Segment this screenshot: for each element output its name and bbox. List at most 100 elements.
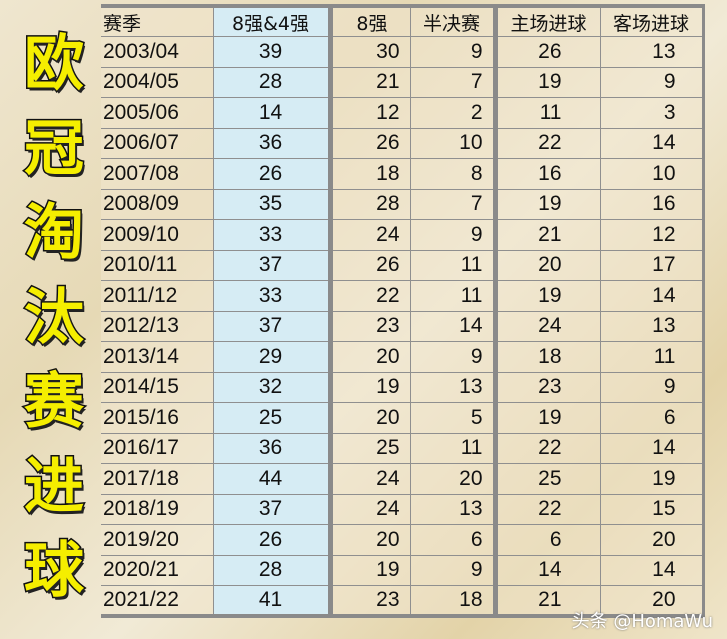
value-cell: 28 bbox=[330, 189, 411, 220]
season-cell: 2013/14 bbox=[101, 341, 214, 373]
value-cell: 7 bbox=[410, 189, 498, 220]
table-row: 2015/16 25 20 5 19 6 bbox=[101, 402, 704, 434]
goals-table: 赛季 8强&4强 8强 半决赛 主场进球 客场进球 2003/04 39 30 9 26 13 200… bbox=[101, 4, 705, 618]
season-cell: 2004/05 bbox=[101, 67, 214, 98]
value-cell: 21 bbox=[495, 585, 601, 617]
title-char: 欧 bbox=[23, 28, 86, 101]
value-cell: 23 bbox=[330, 585, 411, 617]
value-cell: 19 bbox=[495, 402, 601, 434]
title-char: 淘 bbox=[23, 197, 86, 270]
table-row: 2020/21 28 19 9 14 14 bbox=[101, 555, 704, 586]
table-row: 2012/13 37 23 14 24 13 bbox=[101, 311, 704, 342]
value-cell: 20 bbox=[330, 524, 411, 556]
value-cell: 19 bbox=[330, 555, 411, 586]
title-char: 汰 bbox=[23, 281, 86, 354]
value-cell: 6 bbox=[495, 524, 601, 556]
season-cell: 2012/13 bbox=[101, 311, 214, 342]
season-cell: 2011/12 bbox=[101, 280, 214, 312]
column-header: 8强 bbox=[330, 4, 411, 37]
value-cell: 9 bbox=[410, 341, 498, 373]
value-cell: 26 bbox=[330, 250, 411, 281]
season-cell: 2019/20 bbox=[101, 524, 214, 556]
table-row: 2005/06 14 12 2 11 3 bbox=[101, 97, 704, 129]
column-header: 赛季 bbox=[101, 4, 214, 37]
value-cell: 9 bbox=[600, 67, 704, 98]
table-row: 2004/05 28 21 7 19 9 bbox=[101, 67, 704, 98]
value-cell: 15 bbox=[600, 494, 704, 525]
value-cell: 36 bbox=[213, 128, 333, 159]
value-cell: 35 bbox=[213, 189, 333, 220]
season-cell: 2003/04 bbox=[101, 36, 214, 68]
table-row: 2013/14 29 20 9 18 11 bbox=[101, 341, 704, 373]
column-header: 半决赛 bbox=[410, 4, 498, 37]
value-cell: 12 bbox=[600, 219, 704, 251]
title-char: 赛 bbox=[23, 366, 86, 439]
value-cell: 22 bbox=[495, 494, 601, 525]
value-cell: 14 bbox=[495, 555, 601, 586]
watermark: 头条 @HomaWu bbox=[571, 611, 713, 632]
value-cell: 20 bbox=[330, 341, 411, 373]
value-cell: 18 bbox=[410, 585, 498, 617]
value-cell: 23 bbox=[495, 372, 601, 403]
value-cell: 16 bbox=[495, 158, 601, 190]
value-cell: 22 bbox=[495, 128, 601, 159]
value-cell: 10 bbox=[410, 128, 498, 159]
value-cell: 23 bbox=[330, 311, 411, 342]
value-cell: 41 bbox=[213, 585, 333, 617]
season-cell: 2006/07 bbox=[101, 128, 214, 159]
value-cell: 33 bbox=[213, 219, 333, 251]
value-cell: 20 bbox=[330, 402, 411, 434]
value-cell: 22 bbox=[330, 280, 411, 312]
title-char: 球 bbox=[23, 535, 86, 608]
value-cell: 20 bbox=[410, 463, 498, 495]
value-cell: 19 bbox=[600, 463, 704, 495]
value-cell: 14 bbox=[213, 97, 333, 129]
value-cell: 25 bbox=[330, 433, 411, 464]
value-cell: 13 bbox=[600, 36, 704, 68]
value-cell: 13 bbox=[600, 311, 704, 342]
table-row: 2003/04 39 30 9 26 13 bbox=[101, 36, 704, 68]
value-cell: 19 bbox=[495, 189, 601, 220]
season-cell: 2014/15 bbox=[101, 372, 214, 403]
value-cell: 36 bbox=[213, 433, 333, 464]
column-header: 主场进球 bbox=[495, 4, 601, 37]
value-cell: 6 bbox=[410, 524, 498, 556]
table-row: 2019/20 26 20 6 6 20 bbox=[101, 524, 704, 556]
value-cell: 26 bbox=[213, 158, 333, 190]
value-cell: 14 bbox=[600, 555, 704, 586]
value-cell: 11 bbox=[410, 433, 498, 464]
title-char: 冠 bbox=[23, 112, 86, 185]
value-cell: 13 bbox=[410, 494, 498, 525]
value-cell: 26 bbox=[495, 36, 601, 68]
value-cell: 13 bbox=[410, 372, 498, 403]
value-cell: 26 bbox=[213, 524, 333, 556]
table-row: 2006/07 36 26 10 22 14 bbox=[101, 128, 704, 159]
column-header: 8强&4强 bbox=[213, 4, 333, 37]
value-cell: 14 bbox=[600, 128, 704, 159]
season-cell: 2016/17 bbox=[101, 433, 214, 464]
table-row: 2016/17 36 25 11 22 14 bbox=[101, 433, 704, 464]
value-cell: 18 bbox=[495, 341, 601, 373]
value-cell: 11 bbox=[600, 341, 704, 373]
value-cell: 9 bbox=[410, 555, 498, 586]
value-cell: 11 bbox=[495, 97, 601, 129]
value-cell: 11 bbox=[410, 280, 498, 312]
value-cell: 32 bbox=[213, 372, 333, 403]
column-header: 客场进球 bbox=[600, 4, 704, 37]
season-cell: 2010/11 bbox=[101, 250, 214, 281]
table-row: 2021/22 41 23 18 21 20 bbox=[101, 585, 704, 617]
season-cell: 2015/16 bbox=[101, 402, 214, 434]
value-cell: 8 bbox=[410, 158, 498, 190]
season-cell: 2005/06 bbox=[101, 97, 214, 129]
table-row: 2007/08 26 18 8 16 10 bbox=[101, 158, 704, 190]
value-cell: 44 bbox=[213, 463, 333, 495]
value-cell: 14 bbox=[600, 433, 704, 464]
value-cell: 21 bbox=[495, 219, 601, 251]
value-cell: 30 bbox=[330, 36, 411, 68]
table-row: 2017/18 44 24 20 25 19 bbox=[101, 463, 704, 495]
value-cell: 19 bbox=[495, 280, 601, 312]
value-cell: 21 bbox=[330, 67, 411, 98]
value-cell: 37 bbox=[213, 494, 333, 525]
value-cell: 3 bbox=[600, 97, 704, 129]
value-cell: 11 bbox=[410, 250, 498, 281]
